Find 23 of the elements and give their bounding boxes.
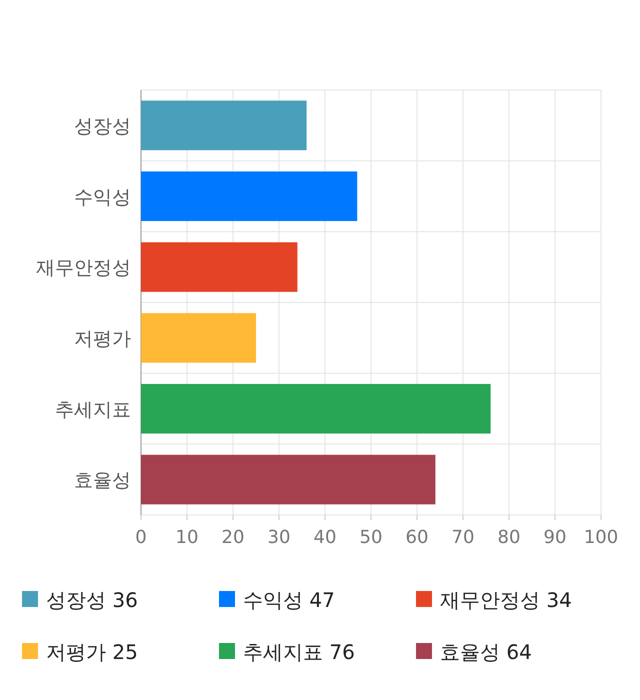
x-tick-label: 20 (222, 527, 244, 548)
legend-label: 재무안정성 34 (440, 588, 572, 612)
x-tick-label: 90 (544, 527, 566, 548)
x-tick-label: 10 (176, 527, 198, 548)
x-tick-label: 30 (268, 527, 290, 548)
y-tick-label: 수익성 (74, 186, 131, 208)
x-tick-label: 40 (314, 527, 336, 548)
y-tick-label: 재무안정성 (36, 257, 131, 280)
x-tick-label: 50 (360, 527, 382, 548)
legend-label: 수익성 47 (243, 588, 335, 612)
y-tick-label: 성장성 (74, 115, 131, 138)
x-tick-label: 100 (584, 527, 618, 548)
x-tick-label: 0 (135, 527, 147, 548)
x-tick-label: 80 (498, 527, 520, 548)
legend-label: 저평가 25 (46, 640, 138, 664)
x-tick-label: 60 (406, 527, 428, 548)
y-tick-label: 효율성 (74, 470, 131, 492)
legend-label: 성장성 36 (46, 588, 138, 612)
x-tick-label: 70 (452, 527, 474, 548)
legend-label: 추세지표 76 (243, 640, 355, 664)
y-tick-label: 저평가 (74, 328, 131, 350)
y-tick-label: 추세지표 (55, 398, 131, 421)
legend-label: 효율성 64 (440, 640, 532, 664)
